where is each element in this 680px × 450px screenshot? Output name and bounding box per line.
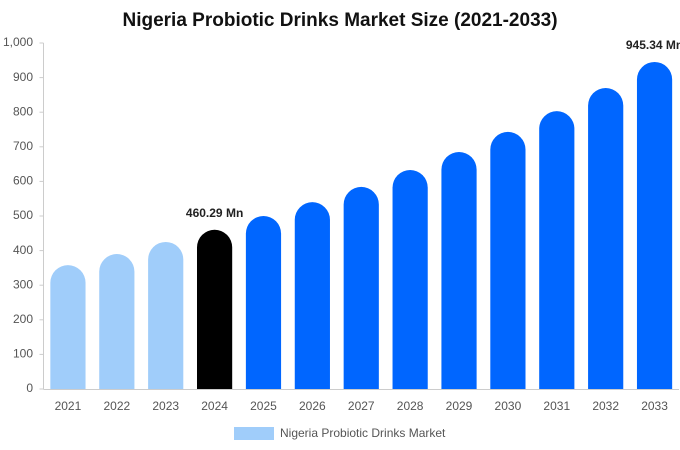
y-tick-label: 300 bbox=[13, 277, 33, 291]
bar bbox=[245, 216, 282, 389]
x-tick-label: 2031 bbox=[543, 399, 570, 413]
legend-swatch bbox=[234, 427, 274, 440]
bar bbox=[441, 151, 477, 389]
y-tick-label: 600 bbox=[13, 174, 33, 188]
bar bbox=[196, 229, 233, 389]
x-tick-label: 2024 bbox=[201, 399, 228, 413]
y-tick-label: 800 bbox=[13, 104, 33, 118]
value-label: 945.34 Mn bbox=[626, 38, 680, 52]
y-tick-label: 500 bbox=[13, 208, 33, 222]
y-tick-label: 400 bbox=[13, 243, 33, 257]
x-tick-label: 2022 bbox=[103, 399, 130, 413]
legend-label: Nigeria Probiotic Drinks Market bbox=[280, 426, 446, 440]
x-tick-label: 2023 bbox=[152, 399, 179, 413]
bar bbox=[343, 186, 379, 389]
x-tick-label: 2021 bbox=[55, 399, 82, 413]
x-tick-label: 2025 bbox=[250, 399, 277, 413]
y-tick-label: 1,000 bbox=[3, 35, 33, 49]
y-tick-label: 200 bbox=[13, 312, 33, 326]
bar bbox=[99, 254, 135, 389]
x-tick-label: 2032 bbox=[592, 399, 619, 413]
bar bbox=[392, 170, 428, 389]
x-tick-label: 2030 bbox=[495, 399, 522, 413]
chart-title: Nigeria Probiotic Drinks Market Size (20… bbox=[122, 10, 557, 31]
x-tick-label: 2026 bbox=[299, 399, 326, 413]
bar bbox=[636, 61, 673, 390]
y-tick-label: 0 bbox=[26, 381, 33, 395]
value-label: 460.29 Mn bbox=[186, 206, 243, 220]
y-tick-label: 900 bbox=[13, 70, 33, 84]
x-tick-label: 2027 bbox=[348, 399, 375, 413]
x-tick-label: 2028 bbox=[397, 399, 424, 413]
bar bbox=[148, 241, 184, 389]
bar bbox=[588, 87, 624, 389]
bar bbox=[490, 131, 526, 390]
y-tick-label: 700 bbox=[13, 139, 33, 153]
bar bbox=[539, 111, 575, 390]
x-tick-label: 2029 bbox=[446, 399, 473, 413]
bar bbox=[294, 202, 330, 389]
y-tick-label: 100 bbox=[13, 347, 33, 361]
bar bbox=[50, 265, 86, 389]
x-tick-label: 2033 bbox=[641, 399, 668, 413]
